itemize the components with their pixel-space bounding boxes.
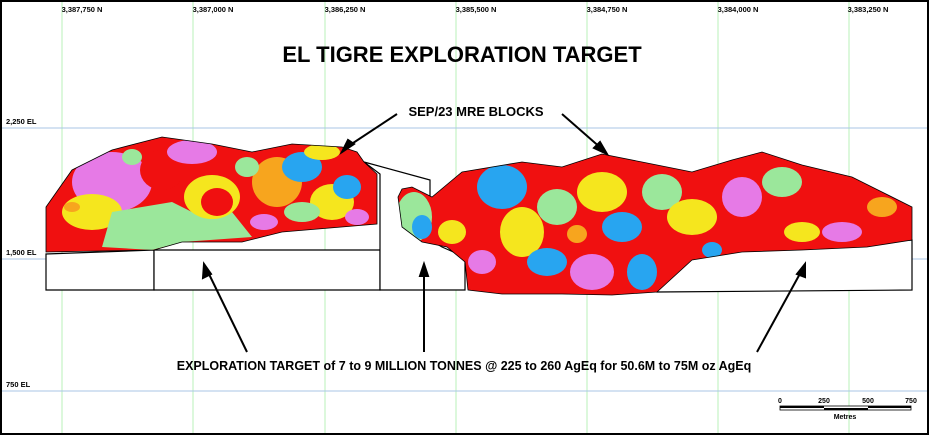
- northing-label: 3,384,000 N: [718, 5, 759, 14]
- northing-label: 3,384,750 N: [587, 5, 628, 14]
- arrow-head: [418, 260, 430, 277]
- arrow-head: [201, 261, 213, 280]
- target-outline-left: [45, 249, 155, 291]
- northing-labels: 3,387,750 N 3,387,000 N 3,386,250 N 3,38…: [62, 5, 889, 14]
- callout-arrows: [201, 113, 806, 353]
- scale-tick-label: 250: [818, 398, 830, 405]
- elevation-labels: 2,250 EL 1,500 EL 750 EL: [6, 117, 37, 389]
- exploration-target-callout: EXPLORATION TARGET of 7 to 9 MILLION TON…: [177, 359, 752, 373]
- northing-label: 3,387,000 N: [193, 5, 234, 14]
- elevation-label: 750 EL: [6, 380, 31, 389]
- scale-unit: Metres: [834, 414, 857, 421]
- northing-label: 3,385,500 N: [456, 5, 497, 14]
- arrow-head: [339, 138, 356, 155]
- scale-tick-label: 0: [778, 398, 782, 405]
- arrow-head: [795, 261, 806, 279]
- scale-tick-label: 500: [862, 398, 874, 405]
- mre-blocks-callout: SEP/23 MRE BLOCKS: [408, 104, 543, 119]
- mre-blocks-left: [46, 137, 377, 252]
- northing-label: 3,383,250 N: [848, 5, 889, 14]
- elevation-label: 2,250 EL: [6, 117, 37, 126]
- scale-bar: 0 250 500 750 Metres: [778, 398, 917, 421]
- target-outline-left-mid: [153, 249, 381, 291]
- elevation-label: 1,500 EL: [6, 248, 37, 257]
- northing-label: 3,386,250 N: [325, 5, 366, 14]
- scale-tick-label: 750: [905, 398, 917, 405]
- northing-label: 3,387,750 N: [62, 5, 103, 14]
- arrow-head: [592, 140, 610, 157]
- map-title: EL TIGRE EXPLORATION TARGET: [282, 42, 642, 67]
